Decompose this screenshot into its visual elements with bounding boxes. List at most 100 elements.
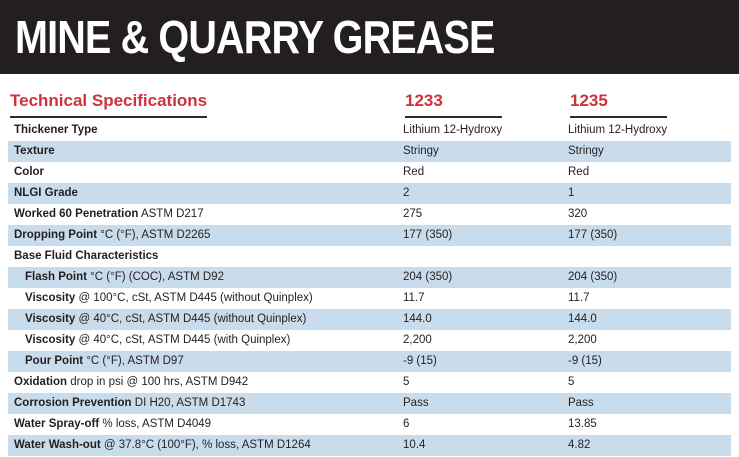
spec-label-detail: °C (°F) (COC), ASTM D92 xyxy=(86,271,224,283)
spec-value-1235: 5 xyxy=(568,376,575,388)
spec-value-1235: 320 xyxy=(568,208,588,220)
section-title-cell: Technical Specifications xyxy=(8,91,403,118)
table-row: Worked 60 Penetration ASTM D217 275 320 xyxy=(8,204,731,225)
spec-value-1233: Red xyxy=(403,166,425,178)
spec-label-bold: Water Wash-out xyxy=(14,439,101,451)
spec-value-1235: 4.82 xyxy=(568,439,591,451)
spec-value-1235: 1 xyxy=(568,187,575,199)
spec-label-detail: % loss, ASTM D4049 xyxy=(99,418,212,430)
spec-label-bold: Flash Point xyxy=(25,271,87,283)
table-row: Color Red Red xyxy=(8,162,731,183)
table-row: Thickener Type Lithium 12-Hydroxy Lithiu… xyxy=(8,120,731,141)
column-header-1233: 1233 xyxy=(405,91,502,118)
spec-label: Texture xyxy=(8,141,403,162)
spec-label-detail: @ 40°C, cSt, ASTM D445 (with Quinplex) xyxy=(75,334,291,346)
spec-label-bold: Viscosity xyxy=(25,292,76,304)
spec-label-bold: NLGI Grade xyxy=(14,187,78,199)
spec-label: Oxidation drop in psi @ 100 hrs, ASTM D9… xyxy=(8,372,403,393)
spec-label: Pour Point °C (°F), ASTM D97 xyxy=(8,351,403,372)
spec-value-1233: 144.0 xyxy=(403,313,432,325)
spec-value-1235: 144.0 xyxy=(568,313,597,325)
column-header-1235: 1235 xyxy=(570,91,667,118)
spec-value-1235: Pass xyxy=(568,397,594,409)
table-row: Base Fluid Characteristics xyxy=(8,246,731,267)
spec-label-detail: ASTM D217 xyxy=(138,208,204,220)
spec-value-1235: 177 (350) xyxy=(568,229,618,241)
table-row: Viscosity @ 40°C, cSt, ASTM D445 (with Q… xyxy=(8,330,731,351)
spec-label-detail: °C (°F), ASTM D97 xyxy=(83,355,184,367)
section-title: Technical Specifications xyxy=(10,91,208,118)
spec-label: Corrosion Prevention DI H20, ASTM D1743 xyxy=(8,393,403,414)
table-row: Pour Point °C (°F), ASTM D97 -9 (15) -9 … xyxy=(8,351,731,372)
spec-value-1235: Red xyxy=(568,166,590,178)
spec-label-bold: Viscosity xyxy=(25,313,76,325)
spec-value-1233: Lithium 12-Hydroxy xyxy=(403,124,503,136)
spec-value-1235: 11.7 xyxy=(568,292,590,304)
spec-value-1235: 204 (350) xyxy=(568,271,618,283)
spec-label-bold: Viscosity xyxy=(25,334,76,346)
spec-value-1235 xyxy=(568,246,731,267)
spec-value-1233 xyxy=(403,246,568,267)
spec-label: NLGI Grade xyxy=(8,183,403,204)
spec-value-1233: 204 (350) xyxy=(403,271,453,283)
table-row: Flash Point °C (°F) (COC), ASTM D92 204 … xyxy=(8,267,731,288)
spec-value-1233: 5 xyxy=(403,376,410,388)
spec-label-detail: @ 37.8°C (100°F), % loss, ASTM D1264 xyxy=(100,439,311,451)
column-header-1235-cell: 1235 xyxy=(568,91,731,118)
table-row: Corrosion Prevention DI H20, ASTM D1743 … xyxy=(8,393,731,414)
spec-label-bold: Base Fluid Characteristics xyxy=(14,250,159,262)
table-body: Thickener Type Lithium 12-Hydroxy Lithiu… xyxy=(8,120,731,456)
spec-value-1235: 2,200 xyxy=(568,334,597,346)
spec-value-1233: Stringy xyxy=(403,145,439,157)
title-bar: MINE & QUARRY GREASE xyxy=(0,0,739,74)
spec-label-detail: @ 40°C, cSt, ASTM D445 (without Quinplex… xyxy=(75,313,307,325)
spec-label-bold: Worked 60 Penetration xyxy=(14,208,139,220)
spec-value-1233: 10.4 xyxy=(403,439,426,451)
spec-value-1233: 275 xyxy=(403,208,423,220)
spec-label: Dropping Point °C (°F), ASTM D2265 xyxy=(8,225,403,246)
spec-label-bold: Dropping Point xyxy=(14,229,98,241)
spec-value-1233: Pass xyxy=(403,397,429,409)
spec-label-bold: Texture xyxy=(14,145,55,157)
spec-label-bold: Oxidation xyxy=(14,376,68,388)
table-row: Dropping Point °C (°F), ASTM D2265 177 (… xyxy=(8,225,731,246)
spec-label-bold: Water Spray-off xyxy=(14,418,100,430)
table-row: Water Spray-off % loss, ASTM D4049 6 13.… xyxy=(8,414,731,435)
spec-label: Viscosity @ 40°C, cSt, ASTM D445 (with Q… xyxy=(8,330,403,351)
spec-value-1235: Stringy xyxy=(568,145,604,157)
spec-value-1233: 6 xyxy=(403,418,410,430)
table-row: Viscosity @ 100°C, cSt, ASTM D445 (witho… xyxy=(8,288,731,309)
spec-value-1233: 11.7 xyxy=(403,292,425,304)
spec-value-1233: 2,200 xyxy=(403,334,432,346)
spec-label: Viscosity @ 40°C, cSt, ASTM D445 (withou… xyxy=(8,309,403,330)
spec-label-bold: Pour Point xyxy=(25,355,84,367)
spec-label-detail: DI H20, ASTM D1743 xyxy=(131,397,246,409)
table-row: NLGI Grade 2 1 xyxy=(8,183,731,204)
spec-label-detail: @ 100°C, cSt, ASTM D445 (without Quinple… xyxy=(75,292,313,304)
spec-label: Flash Point °C (°F) (COC), ASTM D92 xyxy=(8,267,403,288)
table-row: Water Wash-out @ 37.8°C (100°F), % loss,… xyxy=(8,435,731,456)
table-row: Texture Stringy Stringy xyxy=(8,141,731,162)
column-header-1233-cell: 1233 xyxy=(403,91,568,118)
spec-value-1233: 177 (350) xyxy=(403,229,453,241)
spec-value-1235: -9 (15) xyxy=(568,355,602,367)
spec-label: Water Spray-off % loss, ASTM D4049 xyxy=(8,414,403,435)
spec-label-bold: Color xyxy=(14,166,45,178)
spec-label-bold: Thickener Type xyxy=(14,124,98,136)
table-row: Viscosity @ 40°C, cSt, ASTM D445 (withou… xyxy=(8,309,731,330)
spec-value-1235: Lithium 12-Hydroxy xyxy=(568,124,668,136)
page-title: MINE & QUARRY GREASE xyxy=(15,11,495,63)
spec-label: Thickener Type xyxy=(8,120,403,141)
spec-label: Viscosity @ 100°C, cSt, ASTM D445 (witho… xyxy=(8,288,403,309)
table-header-row: Technical Specifications 1233 1235 xyxy=(8,74,731,118)
spec-label: Worked 60 Penetration ASTM D217 xyxy=(8,204,403,225)
spec-value-1233: -9 (15) xyxy=(403,355,437,367)
spec-label: Water Wash-out @ 37.8°C (100°F), % loss,… xyxy=(8,435,403,456)
spec-value-1233: 2 xyxy=(403,187,410,199)
spec-label: Base Fluid Characteristics xyxy=(8,246,403,267)
table-row: Oxidation drop in psi @ 100 hrs, ASTM D9… xyxy=(8,372,731,393)
spec-label-detail: drop in psi @ 100 hrs, ASTM D942 xyxy=(67,376,249,388)
spec-value-1235: 13.85 xyxy=(568,418,597,430)
spec-label: Color xyxy=(8,162,403,183)
